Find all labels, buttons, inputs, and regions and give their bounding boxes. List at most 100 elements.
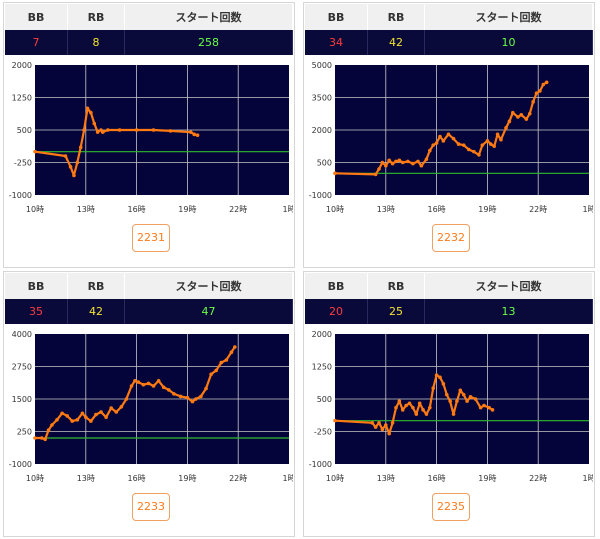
y-tick-label: 5000: [312, 61, 332, 70]
data-point: [456, 142, 461, 146]
data-point: [416, 159, 420, 164]
data-point: [534, 91, 539, 95]
x-tick-label: 22時: [529, 474, 547, 483]
data-point: [172, 392, 176, 396]
data-point: [458, 388, 463, 393]
data-point: [373, 172, 378, 177]
x-tick-label: 10時: [326, 205, 344, 214]
data-point: [380, 160, 385, 165]
data-point: [134, 128, 139, 132]
data-point: [465, 399, 469, 403]
data-point: [473, 397, 478, 401]
data-point: [185, 395, 190, 400]
start-header: スタート回数: [124, 273, 293, 300]
data-point: [511, 110, 515, 115]
x-tick-label: 19時: [178, 205, 196, 214]
data-point: [461, 143, 466, 147]
machine-panel: BB RB スタート回数 20 25 13 2000 1250 500 -250 -10…: [303, 271, 595, 537]
data-point: [161, 385, 166, 390]
slump-graph: 2000 1250 500 -250 -1000 10時 13時 16時 19時 22時 1時: [309, 330, 593, 483]
data-point: [95, 130, 100, 134]
data-point: [482, 403, 486, 408]
x-tick-label: 10時: [326, 474, 344, 483]
data-point: [100, 130, 105, 134]
y-tick-label: 500: [317, 395, 332, 404]
data-point: [480, 143, 485, 147]
data-point: [68, 165, 73, 169]
data-point: [188, 130, 193, 134]
machine-number-button[interactable]: 2233: [132, 493, 170, 521]
data-point: [151, 128, 156, 132]
bb-count: 20: [305, 299, 368, 324]
data-point: [390, 421, 395, 425]
data-point: [117, 128, 122, 132]
data-point: [434, 141, 439, 145]
bb-header: BB: [5, 4, 68, 31]
rb-header: RB: [367, 4, 425, 31]
x-tick-label: 1時: [282, 474, 293, 483]
data-point: [524, 117, 529, 121]
data-point: [404, 403, 408, 408]
data-point: [89, 419, 93, 423]
machine-number-button[interactable]: 2232: [432, 224, 470, 252]
data-point: [39, 436, 44, 440]
data-point: [421, 408, 425, 412]
data-point: [414, 412, 419, 416]
data-point: [60, 411, 64, 416]
machine-panel: BB RB スタート回数 35 42 47 4000 2750 1500 250 -10…: [3, 271, 295, 537]
data-point: [224, 358, 229, 362]
y-tick-label: 500: [317, 159, 332, 168]
data-point: [380, 427, 385, 432]
x-tick-label: 1時: [582, 474, 593, 483]
data-point: [70, 419, 75, 423]
x-tick-label: 13時: [377, 474, 395, 483]
data-point: [166, 388, 171, 392]
y-tick-label: -250: [314, 428, 332, 437]
data-point: [178, 394, 183, 399]
y-tick-label: -1000: [9, 191, 32, 200]
data-point: [446, 132, 451, 137]
data-point: [75, 160, 80, 165]
data-point: [156, 379, 161, 383]
data-point: [438, 134, 442, 139]
data-point: [407, 401, 412, 406]
data-point: [444, 392, 449, 397]
data-point: [99, 410, 103, 414]
y-tick-label: -250: [14, 159, 32, 168]
data-point: [63, 154, 68, 158]
data-point: [424, 157, 429, 162]
data-point: [65, 414, 69, 418]
data-point: [527, 111, 532, 116]
data-point: [400, 160, 405, 165]
rb-header: RB: [67, 273, 125, 300]
data-point: [104, 415, 108, 419]
stats-table: BB RB スタート回数 7 8 258: [5, 4, 293, 55]
data-point: [466, 147, 471, 152]
stats-table: BB RB スタート回数 20 25 13: [305, 273, 593, 324]
bb-header: BB: [305, 273, 368, 300]
rb-count: 25: [367, 299, 425, 324]
data-point: [124, 397, 129, 401]
data-point: [461, 392, 466, 397]
bb-header: BB: [5, 273, 68, 300]
data-point: [424, 412, 429, 416]
data-point: [151, 384, 156, 388]
data-point: [531, 100, 535, 104]
data-point: [92, 121, 97, 126]
data-point: [495, 132, 500, 137]
data-point: [541, 82, 546, 87]
data-point: [400, 408, 405, 412]
y-tick-label: 2000: [312, 126, 332, 135]
data-point: [190, 399, 195, 404]
data-point: [387, 158, 391, 163]
x-tick-label: 16時: [128, 205, 146, 214]
data-point: [333, 418, 337, 423]
machine-number-button[interactable]: 2231: [132, 224, 170, 252]
start-count: 47: [124, 299, 293, 324]
data-point: [75, 418, 80, 422]
data-point: [43, 437, 47, 442]
data-point: [106, 128, 110, 132]
data-point: [370, 421, 375, 425]
data-point: [377, 421, 381, 425]
machine-number-button[interactable]: 2235: [432, 493, 470, 521]
